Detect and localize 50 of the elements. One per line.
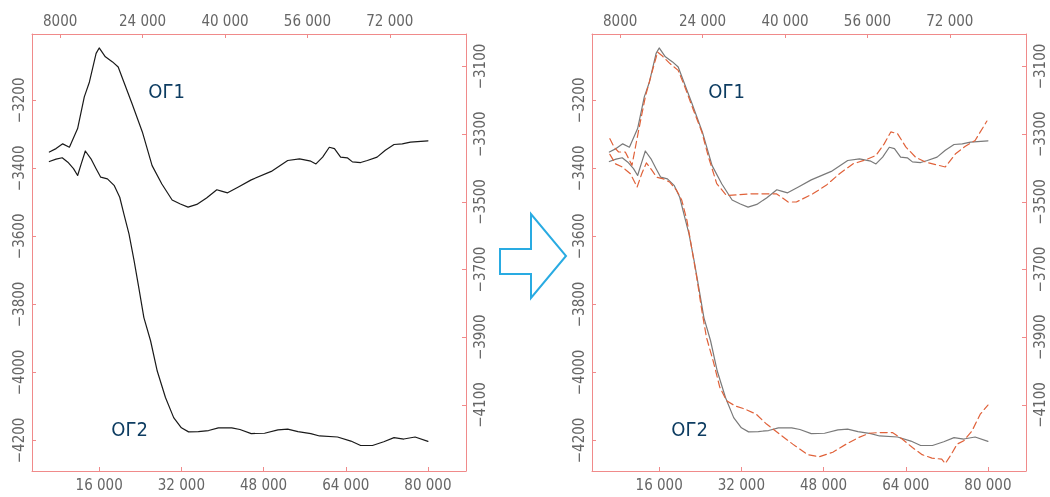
x2-tick-label: 40 000 xyxy=(201,11,249,30)
x2-tick-label: 40 000 xyxy=(761,11,809,30)
y-tick-label: −3800 xyxy=(9,281,28,328)
x2-tick-label: 56 000 xyxy=(843,11,892,30)
y-tick-label: −3400 xyxy=(569,145,588,192)
x-tick-label: 32 000 xyxy=(157,475,205,494)
x2-tick-label: 24 000 xyxy=(678,11,727,30)
x2-tick-label: 72 000 xyxy=(366,11,414,30)
x2-tick-label: 24 000 xyxy=(118,11,167,30)
y2-tick-label: −3300 xyxy=(470,111,489,158)
y-tick-label: −4000 xyxy=(9,349,28,396)
x-tick-label: 16 000 xyxy=(635,475,683,494)
line-series xyxy=(48,47,429,208)
y2-tick-label: −3100 xyxy=(1030,43,1049,90)
x-tick-label: 80 000 xyxy=(404,475,452,494)
x2-tick-label: 72 000 xyxy=(926,11,974,30)
annotation: ОГ1 xyxy=(708,78,745,103)
x-tick-label: 80 000 xyxy=(964,475,1012,494)
y2-tick-label: −3900 xyxy=(470,314,489,361)
y2-tick-label: −3100 xyxy=(470,43,489,90)
y-tick-label: −3600 xyxy=(9,213,28,260)
y2-tick-label: −3700 xyxy=(1030,246,1049,293)
y-tick-label: −3400 xyxy=(9,145,28,192)
y2-tick-label: −3500 xyxy=(1030,179,1049,225)
y-tick-label: −3200 xyxy=(569,77,588,124)
y2-tick-label: −4100 xyxy=(470,382,489,428)
y-tick-label: −4200 xyxy=(569,417,588,464)
x-tick-label: 48 000 xyxy=(239,475,288,494)
annotation: ОГ2 xyxy=(671,416,708,441)
x-tick-label: 64 000 xyxy=(322,475,370,494)
x2-tick-label: 56 000 xyxy=(283,11,332,30)
x2-tick-label: 8000 xyxy=(42,11,78,30)
x-tick-label: 16 000 xyxy=(75,475,123,494)
x-tick-label: 64 000 xyxy=(882,475,930,494)
y-tick-label: −3200 xyxy=(9,77,28,124)
y-tick-label: −4200 xyxy=(9,417,28,464)
line-series xyxy=(48,150,429,447)
y-tick-label: −3800 xyxy=(569,281,588,328)
x-tick-label: 32 000 xyxy=(717,475,765,494)
x2-tick-label: 8000 xyxy=(602,11,638,30)
annotation: ОГ1 xyxy=(148,78,185,103)
y-tick-label: −3600 xyxy=(569,213,588,260)
y2-tick-label: −3300 xyxy=(1030,111,1049,158)
y2-tick-label: −3900 xyxy=(1030,314,1049,361)
y2-tick-label: −3700 xyxy=(470,246,489,293)
annotation: ОГ2 xyxy=(111,416,148,441)
x-tick-label: 48 000 xyxy=(799,475,848,494)
y2-tick-label: −3500 xyxy=(470,179,489,225)
y-tick-label: −4000 xyxy=(569,349,588,396)
y2-tick-label: −4100 xyxy=(1030,382,1049,428)
